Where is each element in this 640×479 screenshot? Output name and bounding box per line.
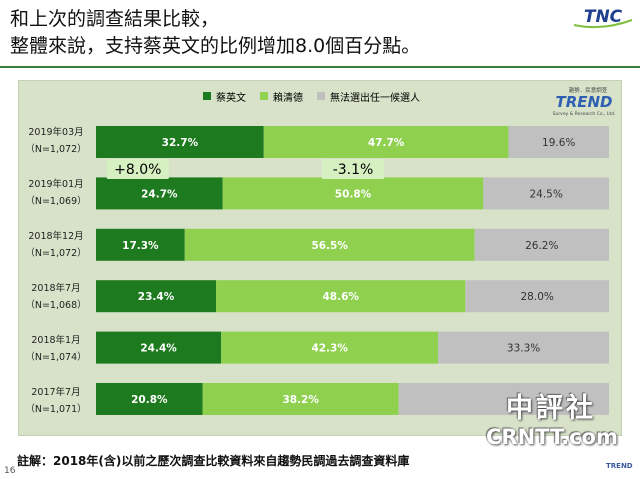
data-label-tsai-2017-07: 20.8% [131,394,168,406]
row-label-date: 2019年03月 [28,127,84,138]
data-label-lai-2018-01: 42.3% [311,343,348,355]
row-label-n: （N=1,068） [25,300,87,311]
watermark-line-1: 中評社 [506,393,596,424]
bar-undecided-2018-07 [465,280,609,313]
row-label-n: （N=1,072） [25,248,87,259]
row-label-date: 2018年1月 [31,335,81,346]
bar-tsai-2019-01 [96,177,223,210]
bar-undecided-2017-07 [398,383,609,415]
data-label-tsai-2019-03: 32.7% [162,137,199,149]
row-label-2018-01: 2018年1月 （N=1,074） [18,332,94,366]
row-label-n: （N=1,074） [25,352,87,363]
title-divider [0,66,640,68]
legend-item-undecided: 無法選出任一候選人 [317,89,420,104]
data-label-tsai-2018-01: 24.4% [140,343,177,355]
annotation-text: -3.1% [333,162,374,178]
slide-title: 和上次的調查結果比較， 整體來說，支持蔡英文的比例增加8.0個百分點。 [10,6,550,60]
data-label-undecided-2018-12: 26.2% [525,240,558,252]
title-line-2: 整體來說，支持蔡英文的比例增加8.0個百分點。 [10,35,421,57]
row-label-2018-12: 2018年12月 （N=1,072） [18,228,94,262]
data-label-undecided-2019-01: 24.5% [529,188,562,200]
bar-lai-2018-07 [216,280,466,313]
legend-item-tsai: 蔡英文 [203,89,246,104]
data-label-lai-2018-07: 48.6% [322,291,359,303]
row-label-date: 2018年12月 [28,231,84,242]
bar-lai-2018-12 [184,228,475,261]
row-label-n: （N=1,072） [25,144,87,155]
footnote: 註解：2018年(含)以前之歷次調查比較資料來自趨勢民調過去調查資料庫 [17,454,410,468]
chart-legend: 蔡英文 賴清德 無法選出任一候選人 [203,88,434,104]
row-label-n: （N=1,071） [25,404,87,415]
legend-swatch-undecided [317,92,325,100]
row-label-2017-07: 2017年7月 （N=1,071） [18,384,94,418]
bar-undecided-2019-03 [508,126,609,158]
annotation-badge [106,159,169,179]
trend-logo-tagline: Survey & Research Co., Ltd. [553,111,616,117]
data-label-tsai-2018-07: 23.4% [138,291,175,303]
legend-label-tsai: 蔡英文 [216,92,246,104]
bar-undecided-2019-01 [483,177,609,210]
bar-lai-2018-01 [221,331,439,364]
row-label-2018-07: 2018年7月 （N=1,068） [18,280,94,314]
legend-label-undecided: 無法選出任一候選人 [330,92,420,104]
row-label-n: （N=1,069） [25,196,87,207]
data-label-tsai-2018-12: 17.3% [122,240,159,252]
data-label-lai-2019-03: 47.7% [368,137,405,149]
data-label-undecided-2018-01: 33.3% [507,343,540,355]
legend-swatch-lai [260,92,268,100]
annotation-badge [322,159,385,179]
trend-logo-sub: 趨勢．民意調查 [569,86,608,94]
bar-tsai-2018-12 [96,228,185,261]
data-label-tsai-2019-01: 24.7% [141,188,178,200]
data-label-lai-2019-01: 50.8% [335,188,372,200]
bar-lai-2019-01 [222,177,484,210]
tnc-logo: TNC [573,7,633,29]
row-label-date: 2017年7月 [31,387,81,398]
row-label-2019-01: 2019年01月 （N=1,069） [18,176,94,210]
bar-lai-2019-03 [263,126,509,158]
row-label-2019-03: 2019年03月 （N=1,072） [18,124,94,158]
corner-brand-mark: TREND [606,462,633,470]
title-line-1: 和上次的調查結果比較， [10,8,220,30]
bar-undecided-2018-12 [474,228,609,261]
annotation-text: +8.0% [114,162,161,178]
crntt-watermark: 中評社 CRNTT.com [486,386,618,449]
bar-tsai-2017-07 [96,383,203,415]
page-number: 16 [4,466,16,476]
legend-swatch-tsai [203,92,211,100]
bar-lai-2017-07 [202,383,399,415]
legend-label-lai: 賴清德 [273,92,303,104]
row-label-date: 2019年01月 [28,179,84,190]
row-label-date: 2018年7月 [31,283,81,294]
data-label-undecided-2018-07: 28.0% [521,291,554,303]
watermark-line-2: CRNTT.com [486,425,618,449]
legend-item-lai: 賴清德 [260,89,303,104]
trend-logo-name: TREND [555,93,612,111]
bar-tsai-2018-01 [96,331,222,364]
trend-logo: 趨勢．民意調查 TREND Survey & Research Co., Ltd… [553,86,616,117]
data-label-lai-2017-07: 38.2% [282,394,319,406]
bar-tsai-2019-03 [96,126,264,158]
tnc-logo-text: TNC [584,7,623,27]
bar-undecided-2018-01 [438,331,609,364]
bar-tsai-2018-07 [96,280,217,313]
data-label-undecided-2019-03: 19.6% [542,137,575,149]
data-label-lai-2018-12: 56.5% [311,240,348,252]
